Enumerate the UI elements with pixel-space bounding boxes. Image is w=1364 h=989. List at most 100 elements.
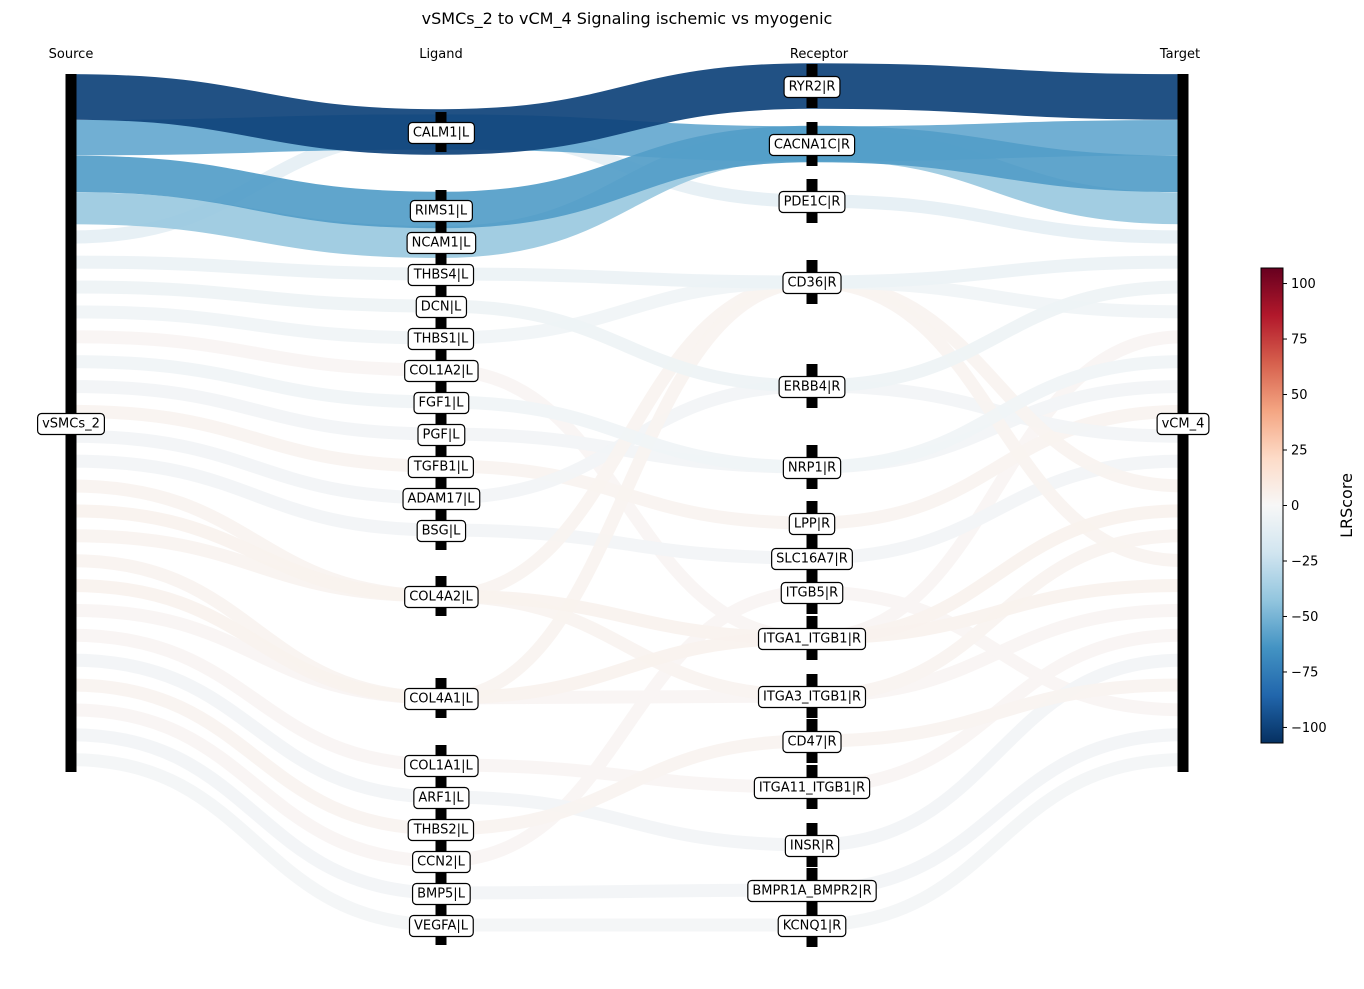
receptor-node-itga3-itgb1-r: ITGA3_ITGB1|R (757, 685, 867, 709)
ligand-node-ccn2-l-box (412, 850, 471, 874)
receptor-node-cacna1c-r: CACNA1C|R (768, 133, 856, 157)
receptor-node-nrp1-r-box (782, 456, 842, 480)
ligand-node-adam17-l-box (402, 487, 481, 511)
receptor-node-lpp-r: LPP|R (788, 512, 836, 536)
source-node-label: vSMCs_2 (37, 412, 105, 436)
ligand-node-thbs2-l: THBS2|L (407, 818, 475, 842)
receptor-node-lpp-r-text: LPP|R (794, 517, 830, 532)
receptor-node-pde1c-r-box (778, 190, 846, 214)
ligand-node-rims1-l-box (409, 199, 473, 223)
receptor-node-kcnq1-r-box (777, 914, 847, 938)
receptor-node-cd47-r: CD47|R (782, 730, 842, 754)
receptor-node-insr-r-box (784, 834, 840, 858)
flow-col4a2-l-to-cd36-r (70, 275, 1184, 603)
target-node-label: vCM_4 (1156, 412, 1210, 436)
receptor-column-header: Receptor (790, 47, 849, 62)
flow-ribbon (70, 454, 1184, 565)
receptor-node-slc16a7-r: SLC16A7|R (771, 547, 853, 571)
receptor-node-kcnq1-r: KCNQ1|R (777, 914, 847, 938)
ligand-node-ncam1-l-text: NCAM1|L (412, 236, 472, 251)
flow-thbs2-l-to-cd47-r (70, 678, 1184, 836)
ligand-node-thbs1-l: THBS1|L (407, 327, 475, 351)
colorbar: 100 75 50 25 0 −25 −50 −75 −100 LRScore (1260, 267, 1356, 744)
receptor-node-ryr2-r-box (783, 75, 841, 99)
receptor-node-slc16a7-r-box (771, 547, 853, 571)
flow-vegfa-l-to-kcnq1-r (70, 753, 1184, 932)
receptor-node-cd47-r-box (782, 730, 842, 754)
target-column-header: Target (1159, 47, 1200, 62)
receptor-node-itga1-itgb1-r: ITGA1_ITGB1|R (757, 627, 867, 651)
ligand-node-bsg-l-box (416, 519, 467, 543)
ligand-node-thbs4-l-box (407, 263, 475, 287)
ligand-node-col1a2-l-box (404, 359, 479, 383)
receptor-node-erbb4-r-text: ERBB4|R (784, 380, 841, 395)
flow-ribbon (70, 585, 1184, 868)
flow-ccn2-l-to-itgb5-r (70, 585, 1184, 868)
flow-tgfb1-l-to-lpp-r (70, 404, 1184, 530)
flow-ribbon (70, 728, 1184, 900)
receptor-node-insr-r-text: INSR|R (790, 839, 834, 854)
ligand-node-thbs2-l-box (407, 818, 475, 842)
receptor-node-itgb5-r-box (780, 581, 844, 605)
ligand-node-thbs1-l-box (407, 327, 475, 351)
flow-ribbon (70, 280, 1184, 393)
ligand-node-ncam1-l-box (406, 231, 477, 255)
ligand-node-col4a2-l-text: COL4A2|L (409, 590, 473, 605)
receptor-node-cd36-r-box (782, 271, 842, 295)
ligand-node-ccn2-l: CCN2|L (412, 850, 471, 874)
colorbar-tick-label: 0 (1291, 499, 1299, 514)
ligand-node-bsg-l-text: BSG|L (422, 524, 461, 539)
colorbar-label: LRScore (1337, 473, 1356, 538)
receptor-node-lpp-r-box (788, 512, 836, 536)
colorbar-tick-label: 25 (1291, 444, 1308, 459)
receptor-node-slc16a7-r-text: SLC16A7|R (776, 552, 848, 567)
flow-ribbon (70, 678, 1184, 836)
receptor-node-cd36-r-text: CD36|R (787, 276, 836, 291)
ligand-node-col4a2-l-box (404, 585, 479, 609)
receptor-node-itga11-itgb1-r-box (753, 776, 871, 800)
ligand-node-vegfa-l-text: VEGFA|L (414, 919, 469, 934)
ligand-node-col4a1-l: COL4A1|L (404, 687, 479, 711)
flow-bsg-l-to-slc16a7-r (70, 454, 1184, 565)
flow-ribbon (70, 275, 1184, 603)
receptor-node-cacna1c-r-text: CACNA1C|R (774, 138, 850, 153)
ligand-node-col1a1-l: COL1A1|L (404, 754, 479, 778)
receptor-node-erbb4-r: ERBB4|R (778, 375, 846, 399)
ligand-node-adam17-l-text: ADAM17|L (408, 492, 476, 507)
receptor-node-itga1-itgb1-r-box (757, 627, 867, 651)
ligand-node-pgf-l-box (417, 423, 466, 447)
receptor-node-nrp1-r-text: NRP1|R (788, 461, 836, 476)
receptor-node-cacna1c-r-box (768, 133, 856, 157)
ligand-node-ccn2-l-text: CCN2|L (417, 855, 466, 870)
ligand-node-col1a1-l-text: COL1A1|L (409, 759, 473, 774)
flow-ribbon (70, 404, 1184, 530)
colorbar-tick-label: 50 (1291, 388, 1308, 403)
flow-ribbon (70, 125, 1184, 229)
flow-calm1-l-to-ryr2-r (70, 63, 1184, 155)
flow-ribbon (70, 753, 1184, 932)
flow-ribbon (70, 255, 1184, 289)
colorbar-tick-label: 75 (1291, 333, 1308, 348)
flow-col4a1-l-to-itga1-itgb1-r (70, 578, 1184, 705)
ligand-node-rims1-l: RIMS1|L (409, 199, 473, 223)
ligand-node-fgf1-l: FGF1|L (413, 391, 470, 415)
ligand-node-col1a2-l-text: COL1A2|L (409, 364, 473, 379)
receptor-node-cd47-r-text: CD47|R (787, 735, 836, 750)
colorbar-tick-label: −75 (1291, 665, 1318, 680)
flow-col4a2-l-to-itga1-itgb1-r (70, 504, 1184, 645)
source-column-header: Source (49, 47, 94, 62)
ligand-node-calm1-l-text: CALM1|L (413, 126, 470, 141)
source-node-label-text: vSMCs_2 (42, 417, 100, 432)
ligand-node-dcn-l-text: DCN|L (421, 300, 462, 315)
ligand-node-col4a1-l-text: COL4A1|L (409, 692, 473, 707)
flow-bmp5-l-to-bmpr1a-bmpr2-r (70, 728, 1184, 900)
ligand-node-col1a2-l: COL1A2|L (404, 359, 479, 383)
receptor-node-itgb5-r: ITGB5|R (780, 581, 844, 605)
flow-arf1-l-to-insr-r (70, 653, 1184, 852)
colorbar-tick-label: −50 (1291, 610, 1318, 625)
flow-ribbon (70, 578, 1184, 705)
ligand-node-bsg-l: BSG|L (416, 519, 467, 543)
ligand-node-calm1-l: CALM1|L (407, 121, 476, 145)
ligand-node-col4a1-l-box (404, 687, 479, 711)
receptor-node-bmpr1a-bmpr2-r: BMPR1A_BMPR2|R (747, 879, 877, 903)
